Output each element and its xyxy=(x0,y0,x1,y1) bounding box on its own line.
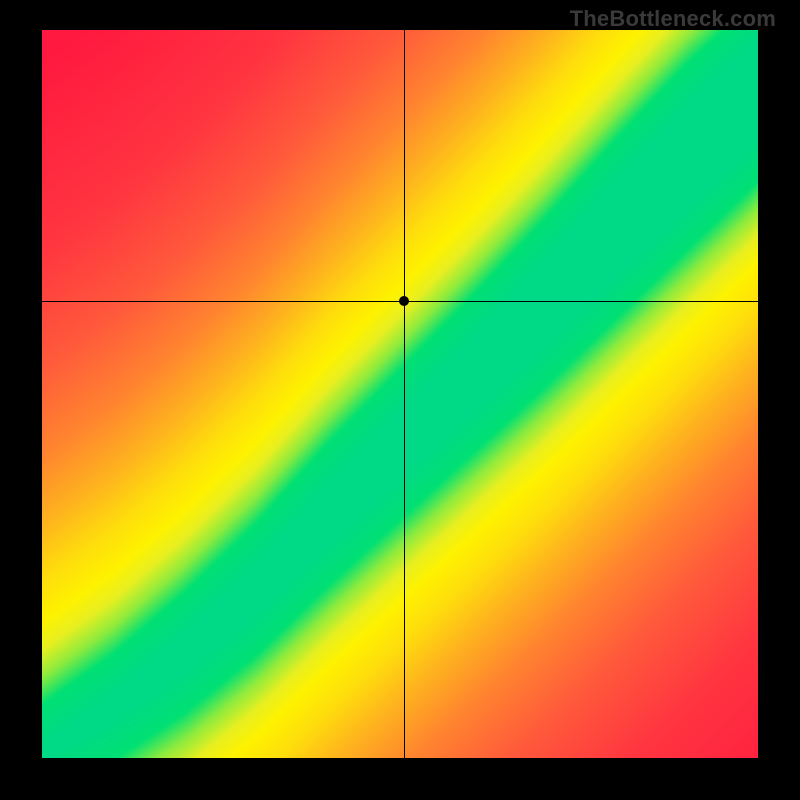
bottleneck-heatmap xyxy=(42,30,758,758)
watermark: TheBottleneck.com xyxy=(570,6,776,32)
selection-marker xyxy=(399,296,409,306)
crosshair-vertical xyxy=(404,30,405,758)
heatmap-canvas xyxy=(42,30,758,758)
